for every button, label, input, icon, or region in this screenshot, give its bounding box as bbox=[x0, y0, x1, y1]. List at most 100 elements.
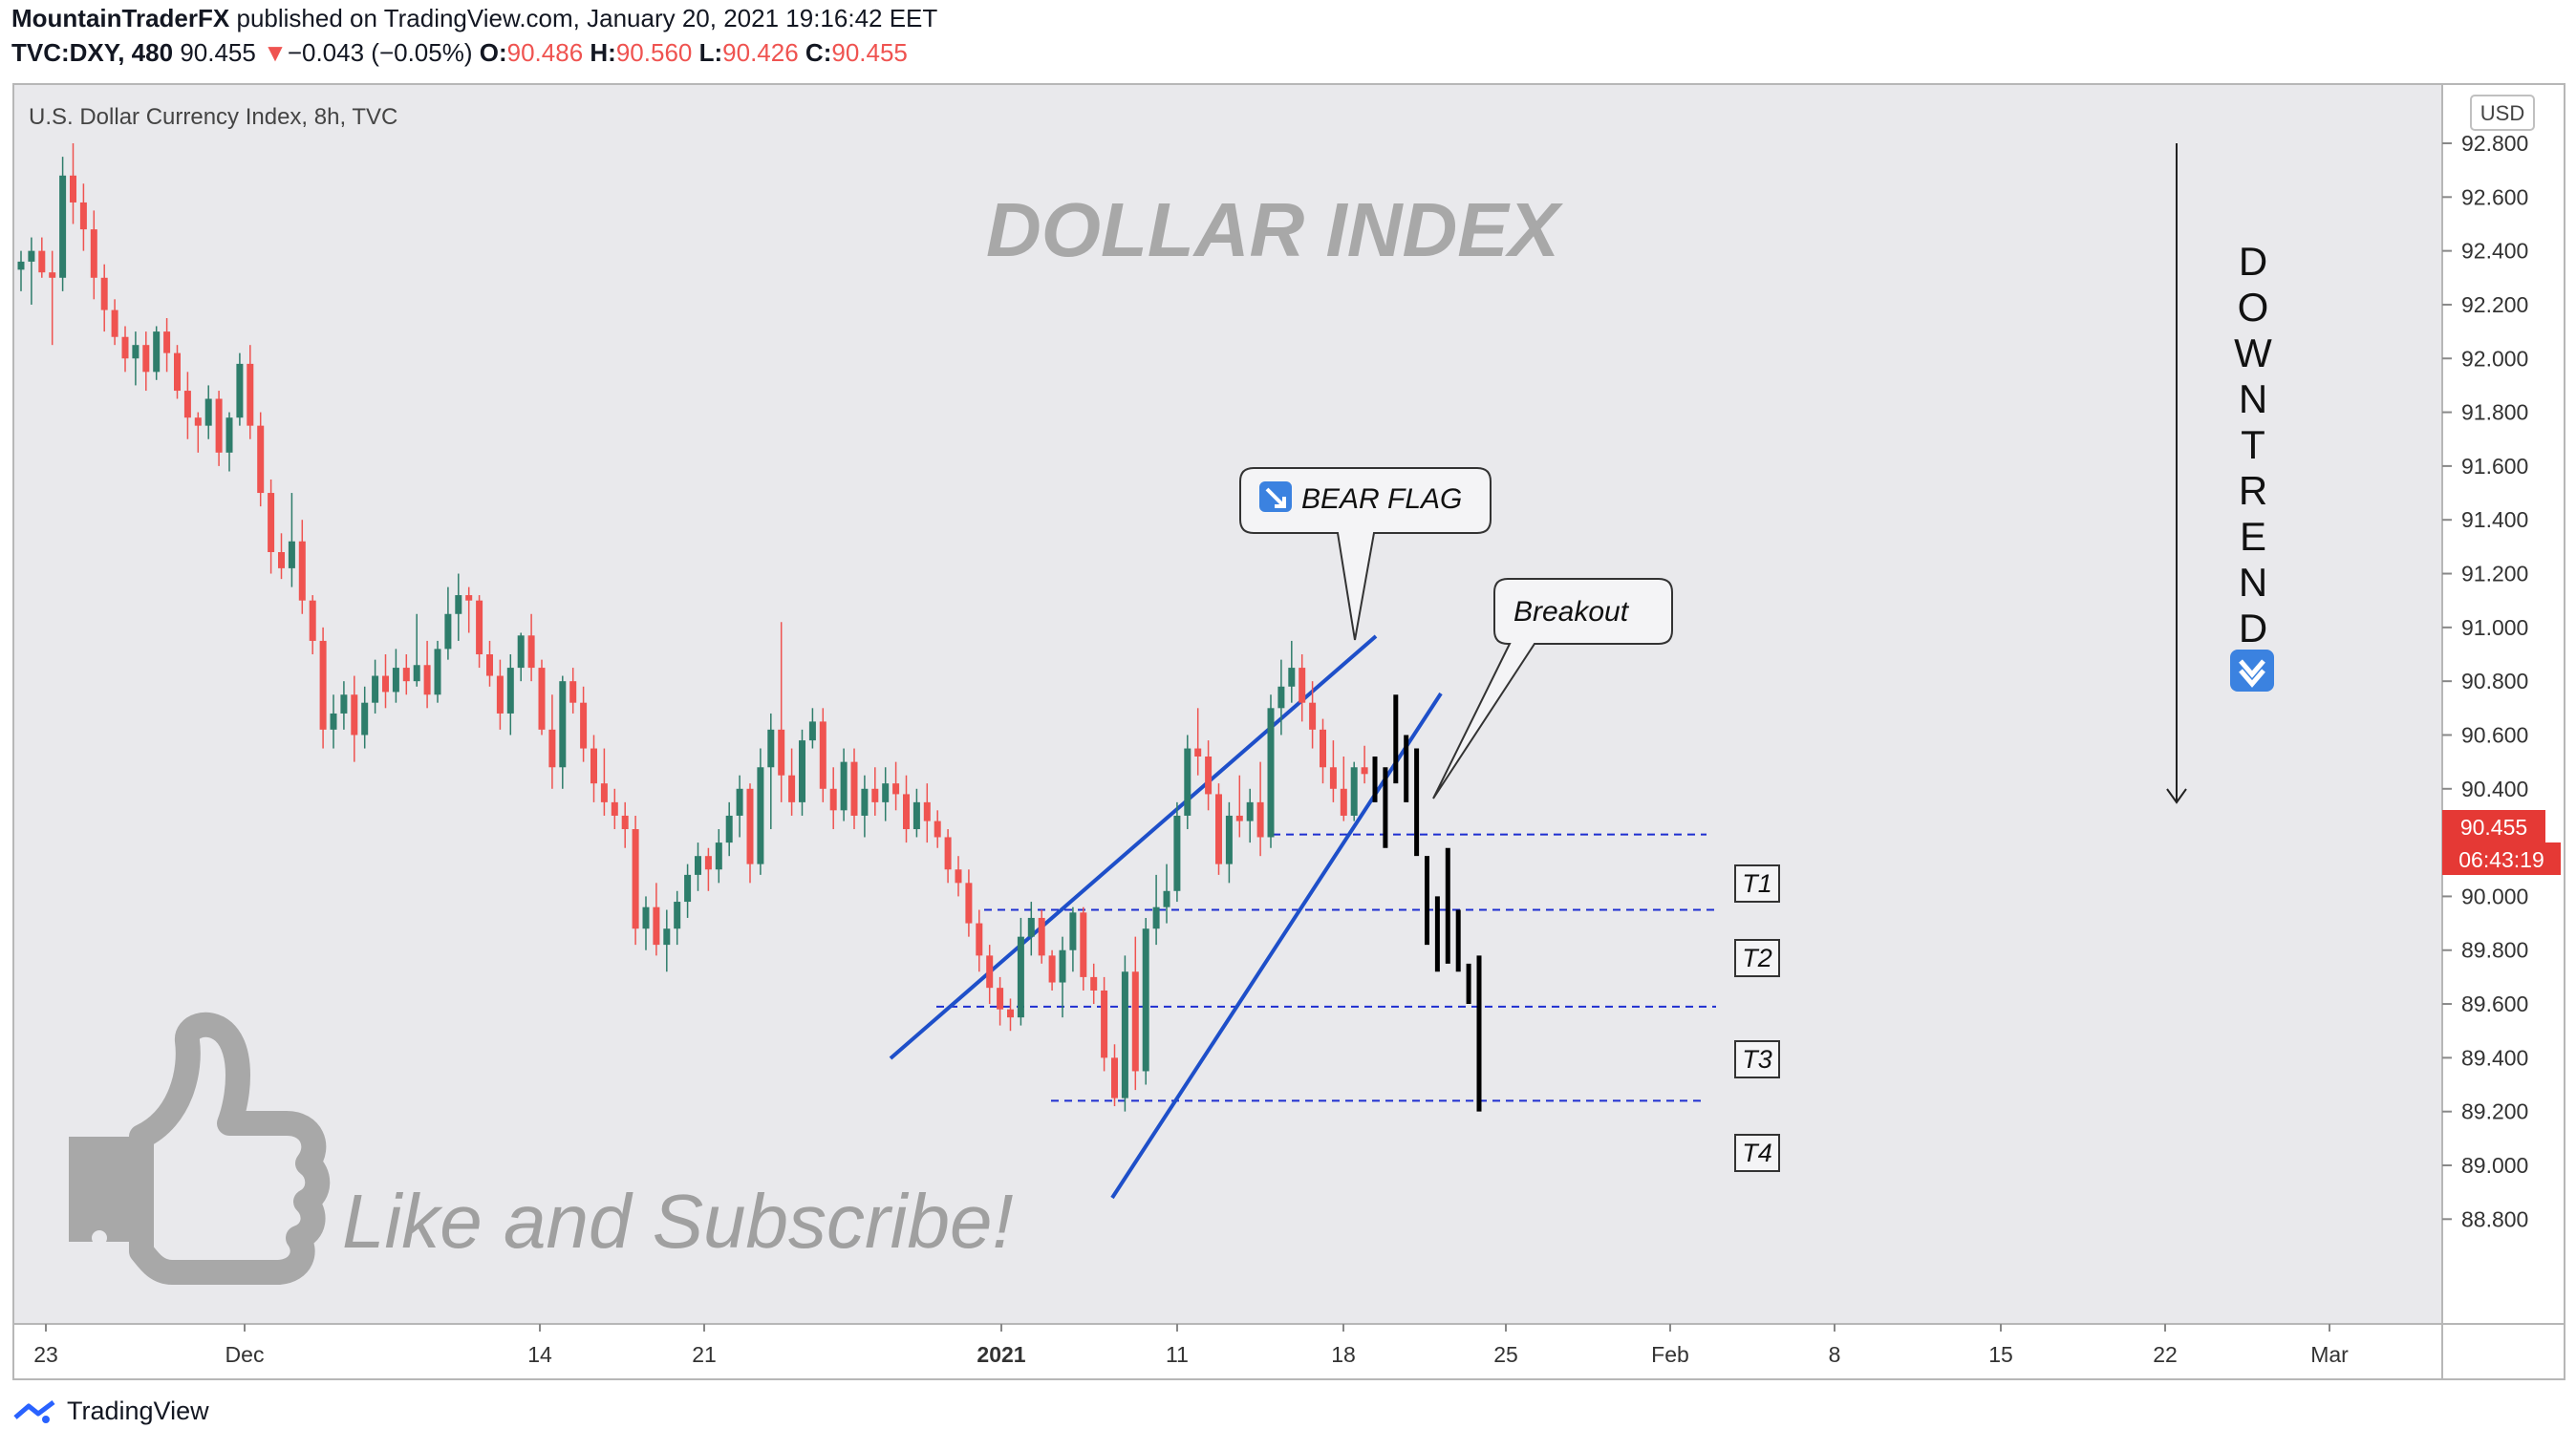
candle-body bbox=[1131, 971, 1139, 1072]
candle-body bbox=[548, 729, 556, 768]
time-tick-label: 22 bbox=[2153, 1342, 2178, 1367]
dollar-index-watermark: DOLLAR INDEX bbox=[986, 187, 1564, 272]
time-tick-label: Dec bbox=[225, 1342, 265, 1367]
candle-body bbox=[174, 352, 181, 392]
high-value: 90.560 bbox=[615, 38, 693, 67]
candle-body bbox=[1277, 686, 1285, 709]
published-line: MountainTraderFX published on TradingVie… bbox=[11, 4, 937, 33]
price-tick-label: 89.000 bbox=[2461, 1153, 2528, 1178]
tradingview-logo-icon bbox=[13, 1399, 55, 1423]
open-value: 90.486 bbox=[506, 38, 584, 67]
candle-body bbox=[278, 552, 285, 568]
candle-body bbox=[1299, 668, 1306, 703]
breakout-label: Breakout bbox=[1513, 596, 1630, 628]
candle-body bbox=[372, 675, 379, 703]
candle-body bbox=[1246, 801, 1254, 821]
currency-badge bbox=[2470, 95, 2535, 131]
target-label: T2 bbox=[1742, 944, 1772, 972]
candle-body bbox=[100, 277, 108, 310]
candle-body bbox=[194, 417, 202, 426]
candle-body bbox=[330, 713, 337, 730]
time-tick-label: 15 bbox=[1988, 1342, 2013, 1367]
time-tick-label: 25 bbox=[1493, 1342, 1518, 1367]
candle-body bbox=[402, 668, 410, 682]
candle-body bbox=[861, 788, 869, 816]
candle-body bbox=[892, 783, 900, 795]
price-tick-label: 91.200 bbox=[2461, 562, 2528, 586]
down-arrow-icon bbox=[2230, 650, 2274, 692]
subscribe-text: Like and Subscribe! bbox=[342, 1179, 1014, 1264]
price-tick-label: 92.800 bbox=[2461, 131, 2528, 156]
candle-body bbox=[506, 668, 514, 714]
candle-body bbox=[1256, 801, 1264, 838]
candle-body bbox=[111, 309, 118, 337]
price-tick-label: 89.800 bbox=[2461, 938, 2528, 963]
time-tick-label: Mar bbox=[2310, 1342, 2349, 1367]
candlesticks bbox=[17, 143, 1368, 1112]
candle-body bbox=[903, 794, 910, 830]
last-value: 90.455 bbox=[180, 38, 256, 67]
candle-body bbox=[309, 600, 316, 641]
price-tick-label: 89.200 bbox=[2461, 1099, 2528, 1124]
candle-body bbox=[486, 654, 493, 676]
candle-body bbox=[695, 856, 701, 875]
candle-body bbox=[1350, 767, 1358, 816]
candle-body bbox=[538, 668, 546, 730]
candle-body bbox=[1027, 917, 1035, 937]
candle-body bbox=[361, 702, 369, 736]
chart-title: U.S. Dollar Currency Index, 8h, TVC bbox=[29, 104, 397, 130]
candle-body bbox=[976, 923, 983, 956]
candle-body bbox=[1080, 912, 1087, 977]
target-label: T4 bbox=[1742, 1139, 1772, 1167]
candle-body bbox=[736, 788, 743, 816]
candle-body bbox=[142, 345, 150, 373]
low-label: L: bbox=[698, 38, 723, 67]
candle-body bbox=[38, 250, 46, 273]
tradingview-footer[interactable]: TradingView bbox=[11, 1397, 209, 1426]
symbol-label: TVC:DXY, 480 bbox=[11, 38, 174, 67]
time-axis-ticks: 23 Dec 14 21 2021 11 18 25 Feb 8 15 22 Mar bbox=[33, 1324, 2349, 1367]
candle-body bbox=[1152, 906, 1160, 929]
time-tick-label: 14 bbox=[527, 1342, 552, 1367]
candle-body bbox=[986, 955, 994, 989]
candle-body bbox=[247, 363, 254, 426]
candle-body bbox=[70, 175, 76, 203]
candle-body bbox=[1361, 767, 1368, 775]
candle-body bbox=[121, 336, 129, 359]
candle-body bbox=[298, 541, 306, 601]
candle-body bbox=[1184, 748, 1191, 816]
plot-area[interactable] bbox=[12, 83, 2443, 1325]
time-tick-label: 23 bbox=[33, 1342, 58, 1367]
candle-body bbox=[527, 635, 535, 669]
high-label: H: bbox=[590, 38, 616, 67]
candle-body bbox=[1101, 990, 1108, 1058]
currency-label: USD bbox=[2480, 101, 2524, 125]
candle-body bbox=[204, 398, 212, 426]
close-label: C: bbox=[805, 38, 832, 67]
target-badge bbox=[1734, 939, 1780, 977]
candle-body bbox=[808, 721, 816, 741]
candle-body bbox=[767, 729, 775, 768]
candle-body bbox=[590, 748, 597, 784]
candle-body bbox=[674, 902, 681, 929]
candle-body bbox=[90, 229, 97, 278]
candle-body bbox=[476, 600, 483, 654]
target-label: T3 bbox=[1742, 1045, 1772, 1074]
price-axis-panel[interactable] bbox=[2441, 83, 2565, 1325]
candle-body bbox=[225, 417, 233, 453]
bear-flag-callout: BEAR FLAG bbox=[1239, 467, 1492, 641]
candle-body bbox=[1320, 729, 1326, 768]
candle-body bbox=[444, 613, 452, 650]
candle-body bbox=[1194, 748, 1202, 757]
time-axis-panel[interactable] bbox=[12, 1323, 2443, 1380]
candle-body bbox=[49, 272, 56, 278]
candle-body bbox=[413, 665, 420, 682]
candle-body bbox=[17, 261, 25, 270]
open-label: O: bbox=[479, 38, 507, 67]
low-value: 90.426 bbox=[722, 38, 799, 67]
candle-body bbox=[559, 681, 567, 768]
candle-body bbox=[663, 928, 671, 946]
candle-body bbox=[944, 837, 952, 870]
